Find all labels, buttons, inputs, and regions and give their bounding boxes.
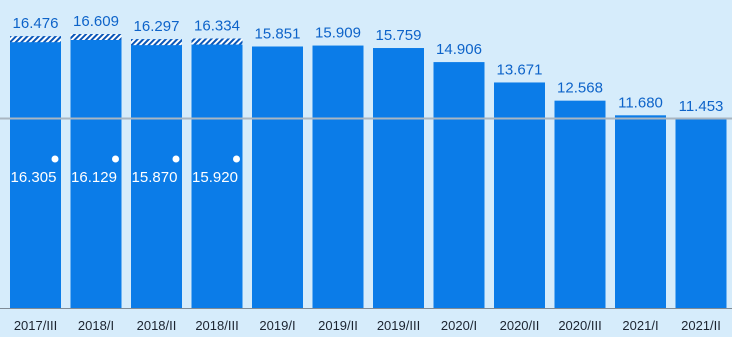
bar-2017/III [10, 36, 61, 308]
x-tick-2021/II: 2021/II [681, 318, 721, 333]
value-label-2019/I: 15.851 [255, 26, 301, 43]
bar-overlap-2017/III [10, 36, 61, 43]
x-tick-2018/I: 2018/I [78, 318, 114, 333]
x-tick-2020/III: 2020/III [558, 318, 601, 333]
bar-2021/I [615, 115, 666, 308]
bar-overlap-2018/II [131, 39, 182, 46]
x-tick-2017/III: 2017/III [14, 318, 57, 333]
value-label-2021/I: 11.680 [618, 94, 663, 111]
value-label-2018/I: 16.609 [73, 13, 119, 30]
inner-value-label-2018/II: 15.870 [132, 169, 178, 186]
x-axis-ticks: 2017/III 2018/I 2018/II 2018/III 2019/I 2019/… [14, 318, 721, 333]
marker-dot-2017/III [51, 155, 59, 163]
bar-2018/II [131, 39, 182, 308]
bar-overlap-2018/I [70, 34, 122, 40]
x-tick-2020/II: 2020/II [500, 318, 540, 333]
bar-2019/II [312, 45, 364, 309]
labels-layer: 16.476 16.305 16.609 16.129 16.297 15.870 16.3… [11, 13, 724, 186]
x-tick-2020/I: 2020/I [441, 318, 477, 333]
value-label-2019/II: 15.909 [315, 25, 361, 42]
value-label-2018/II: 16.297 [134, 18, 180, 35]
value-label-2018/III: 16.334 [194, 18, 240, 35]
bar-2021/II [675, 119, 727, 308]
x-tick-2021/I: 2021/I [622, 318, 658, 333]
bar-overlap-2018/III [191, 38, 243, 45]
bar-2018/I [70, 34, 122, 308]
value-label-2019/III: 15.759 [376, 27, 422, 44]
inner-value-label-2018/I: 16.129 [71, 169, 117, 186]
value-label-2021/II: 11.453 [679, 98, 724, 115]
bar-2020/II [494, 82, 545, 309]
marker-dot-2018/I [112, 155, 119, 163]
bar-2020/III [554, 100, 606, 308]
value-label-2017/III: 16.476 [13, 15, 59, 32]
inner-value-label-2018/III: 15.920 [192, 169, 238, 186]
bar-2019/III [373, 48, 424, 308]
x-tick-2018/III: 2018/III [195, 318, 238, 333]
bar-2019/I [252, 46, 303, 308]
x-tick-2019/I: 2019/I [259, 318, 295, 333]
x-tick-2019/II: 2019/II [318, 318, 358, 333]
marker-dot-2018/III [233, 155, 240, 163]
value-label-2020/III: 12.568 [557, 80, 603, 97]
marker-dot-2018/II [172, 155, 180, 163]
value-label-2020/I: 14.906 [436, 41, 482, 58]
x-tick-2019/III: 2019/III [377, 318, 420, 333]
inner-value-label-2017/III: 16.305 [11, 169, 57, 186]
bar-2018/III [191, 38, 243, 309]
bars-layer [10, 34, 727, 309]
bar-2020/I [433, 62, 485, 308]
x-tick-2018/II: 2018/II [137, 318, 177, 333]
value-label-2020/II: 13.671 [497, 61, 543, 78]
